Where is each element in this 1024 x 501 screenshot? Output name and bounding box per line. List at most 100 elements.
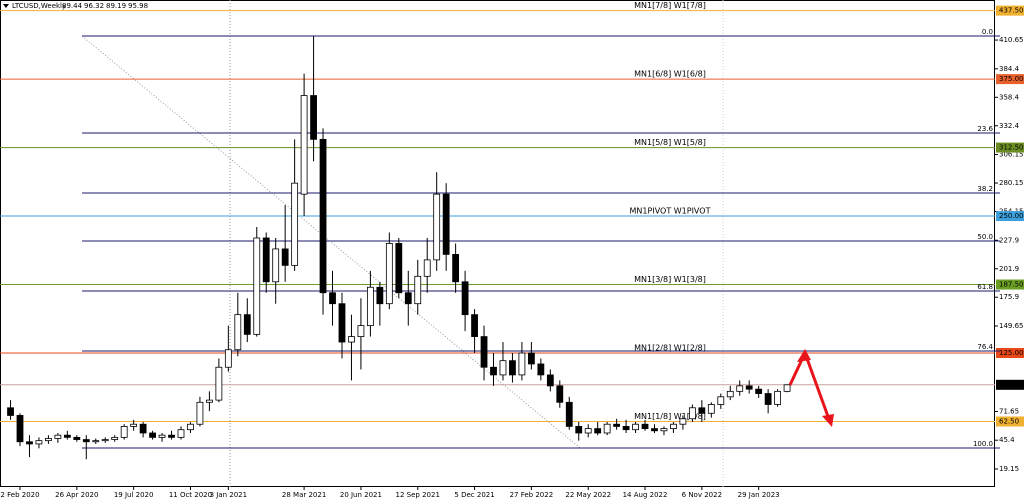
candle-body (433, 193, 441, 261)
fib-label: 76.4 (977, 343, 993, 351)
level-name: MN1PIVOT W1PIVOT (630, 207, 711, 216)
x-tick-label: 2 Feb 2020 (0, 491, 39, 499)
candle-body (281, 248, 289, 266)
candle-body (452, 254, 460, 283)
candle-body (679, 418, 687, 425)
candle-body (329, 292, 336, 305)
level-tag-label: 312.50 (999, 144, 1024, 152)
level-name: MN1[6/8] W1[6/8] (634, 70, 706, 79)
candle-body (414, 275, 422, 305)
y-tick-label: 358.4 (999, 93, 1020, 101)
level-tag (996, 74, 1024, 85)
candle-body (537, 363, 545, 376)
y-tick-label: 45.4 (999, 436, 1015, 444)
candle-body (149, 432, 156, 438)
menu-icon (3, 4, 9, 8)
y-tick-label: 332.4 (999, 122, 1020, 130)
x-tick-label: 22 May 2022 (565, 491, 611, 499)
level-name: MN1[5/8] W1[5/8] (634, 138, 706, 147)
y-tick-label: 227.9 (999, 236, 1019, 244)
fib-label: 38.2 (977, 185, 993, 193)
x-tick-label: 6 Nov 2022 (682, 491, 722, 499)
candle-body (92, 440, 100, 443)
candle-body (442, 193, 450, 255)
level-tag-label: 437.50 (999, 7, 1024, 15)
header-close: 95.98 (128, 2, 148, 10)
arrow-head (797, 349, 811, 362)
candle-body (376, 286, 384, 305)
header-low: 89.19 (106, 2, 126, 10)
x-tick-label: 27 Feb 2022 (510, 491, 554, 499)
candle-body (395, 243, 403, 294)
candle-body (319, 138, 327, 294)
candle-body (783, 384, 791, 392)
candle-body (717, 396, 725, 405)
arrow-head (822, 414, 834, 427)
candle-body (253, 237, 261, 335)
header-open: 89.44 (62, 2, 83, 10)
candle-body (357, 325, 365, 337)
level-tag (996, 416, 1024, 427)
candle-body (73, 436, 81, 440)
y-tick-label: 149.65 (999, 322, 1024, 330)
candle-body (243, 314, 251, 335)
x-tick-label: 14 Aug 2022 (623, 491, 668, 499)
candle-body (385, 243, 393, 305)
y-tick-label: 384.4 (999, 65, 1020, 73)
candle-body (660, 428, 668, 432)
y-tick-label: 71.65 (999, 407, 1019, 415)
candle-body (45, 438, 52, 442)
candle-body (262, 237, 270, 283)
candle-body (622, 426, 630, 431)
x-tick-label: 5 Dec 2021 (454, 491, 494, 499)
x-tick-label: 19 Jul 2020 (114, 491, 154, 499)
candle-body (196, 401, 204, 425)
x-tick-label: 26 Apr 2020 (55, 491, 98, 499)
candle-body (310, 95, 317, 140)
candle-body (670, 423, 677, 430)
candle-body (698, 407, 706, 414)
level-tag-label: 375.00 (999, 75, 1024, 83)
level-tag (996, 211, 1024, 222)
candle-body (509, 360, 516, 376)
candle-body (101, 439, 109, 442)
fib-label: 23.6 (977, 125, 993, 133)
candle-body (404, 292, 412, 305)
fib-label: 100.0 (973, 440, 993, 448)
candle-body (575, 426, 583, 434)
candle-body (16, 415, 24, 443)
candle-body (651, 428, 658, 432)
candle-body (423, 259, 431, 277)
x-tick-label: 11 Oct 2020 (169, 491, 212, 499)
candle-body (755, 388, 763, 394)
y-tick-label: 410.65 (999, 36, 1024, 44)
candle-body (300, 95, 308, 195)
level-tag (996, 142, 1024, 153)
candle-body (556, 385, 564, 403)
candle-body (527, 352, 535, 365)
x-tick-label: 29 Jan 2023 (738, 491, 780, 499)
candle-body (518, 352, 526, 376)
candle-body (632, 423, 639, 431)
fib-label: 0.0 (982, 28, 993, 36)
candle-body (565, 401, 573, 427)
candle-body (546, 374, 554, 387)
level-tag-label: 187.50 (999, 281, 1024, 289)
candle-body (594, 428, 602, 434)
candle-body (641, 423, 649, 430)
candle-body (139, 423, 147, 434)
candle-body (177, 429, 185, 438)
plot-frame (0, 0, 995, 487)
level-tag-label: 62.50 (999, 417, 1019, 425)
candle-body (490, 366, 497, 376)
x-tick-label: 20 Jun 2021 (340, 491, 382, 499)
x-tick-label: 12 Sep 2021 (396, 491, 440, 499)
header-high: 96.32 (84, 2, 104, 10)
candle-body (130, 423, 138, 427)
candle-body (726, 390, 734, 398)
candle-body (158, 434, 166, 438)
candle-body (348, 336, 355, 343)
candle-body (603, 423, 611, 434)
level-name: MN1[3/8] W1[3/8] (634, 275, 706, 284)
